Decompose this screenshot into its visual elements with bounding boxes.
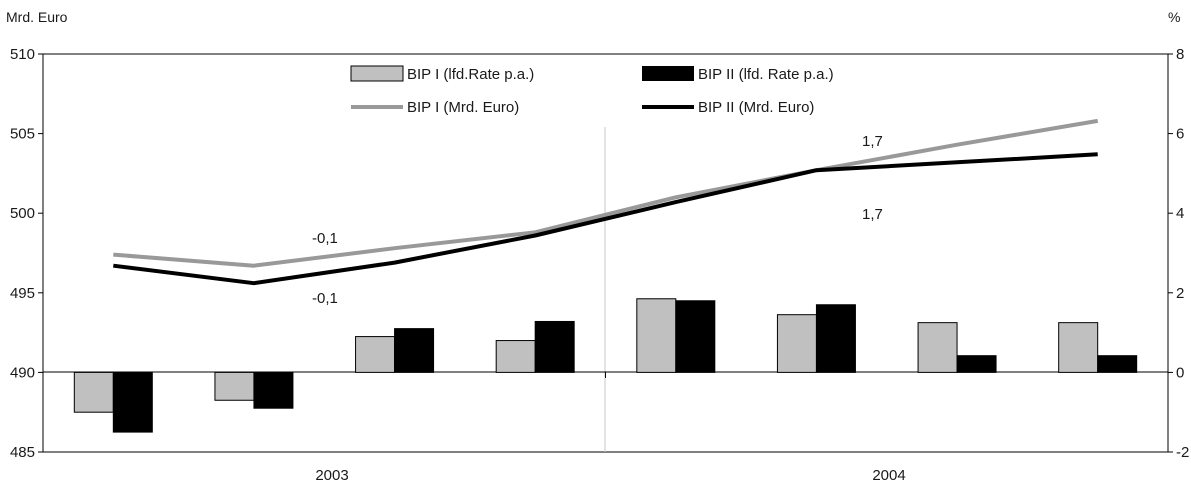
legend-swatch-bip1-rate [350, 65, 404, 82]
bar-bip2-rate [956, 355, 997, 373]
line-bip1-level [113, 118, 1099, 268]
bar-bip1-rate [917, 322, 958, 373]
y-right-tick-label: -2 [1176, 444, 1189, 461]
legend-label-bip2-rate: BIP II (lfd. Rate p.a.) [698, 66, 834, 83]
y-left-tick-label: 505 [10, 126, 35, 143]
bar-bip2-rate [394, 328, 435, 373]
axes: 485 490 495 500 505 510 -2 0 2 4 6 8 [10, 46, 1189, 461]
bar-bip1-rate [214, 371, 255, 401]
lines [113, 118, 1099, 286]
line-bip2-level [113, 152, 1098, 286]
legend-label-bip1-level: BIP I (Mrd. Euro) [407, 99, 519, 116]
y-left-tick-label: 495 [10, 285, 35, 302]
bar-bip1-rate [636, 298, 677, 373]
year-label-2003: 2003 [315, 467, 348, 484]
bar-bip2-rate [675, 300, 716, 373]
bar-bip2-rate [1097, 355, 1138, 373]
annotation-bip2-2003: -0,1 [312, 290, 338, 307]
bars [73, 298, 1138, 433]
bar-bip2-rate [253, 371, 294, 409]
y-right-tick-label: 0 [1176, 364, 1184, 381]
y-right-unit: % [1168, 9, 1180, 25]
legend-label-bip1-rate: BIP I (lfd.Rate p.a.) [407, 66, 534, 83]
bar-bip2-rate [112, 371, 153, 433]
plot-area [42, 53, 1169, 453]
y-left-tick-label: 490 [10, 364, 35, 381]
legend-label-bip2-level: BIP II (Mrd. Euro) [698, 99, 814, 116]
bar-bip1-rate [495, 340, 536, 373]
year-label-2004: 2004 [872, 467, 905, 484]
y-right-tick-label: 4 [1176, 205, 1184, 222]
annotation-bip2-2004: 1,7 [862, 206, 883, 223]
legend: BIP I (lfd.Rate p.a.) BIP II (lfd. Rate … [350, 65, 834, 116]
bar-bip1-rate [355, 336, 396, 373]
bar-bip1-rate [1058, 322, 1099, 373]
y-left-tick-label: 500 [10, 205, 35, 222]
bar-bip2-rate [534, 320, 575, 373]
y-right-tick-label: 6 [1176, 126, 1184, 143]
annotation-bip1-2003: -0,1 [312, 230, 338, 247]
bar-bip1-rate [73, 371, 114, 413]
legend-swatch-bip2-rate [642, 66, 694, 81]
y-left-tick-label: 485 [10, 444, 35, 461]
annotation-bip1-2004: 1,7 [862, 133, 883, 150]
y-left-unit: Mrd. Euro [6, 9, 68, 25]
bar-bip1-rate [776, 314, 817, 373]
bar-bip2-rate [815, 304, 856, 373]
y-right-tick-label: 2 [1176, 285, 1184, 302]
y-right-tick-label: 8 [1176, 46, 1184, 63]
y-left-tick-label: 510 [10, 46, 35, 63]
